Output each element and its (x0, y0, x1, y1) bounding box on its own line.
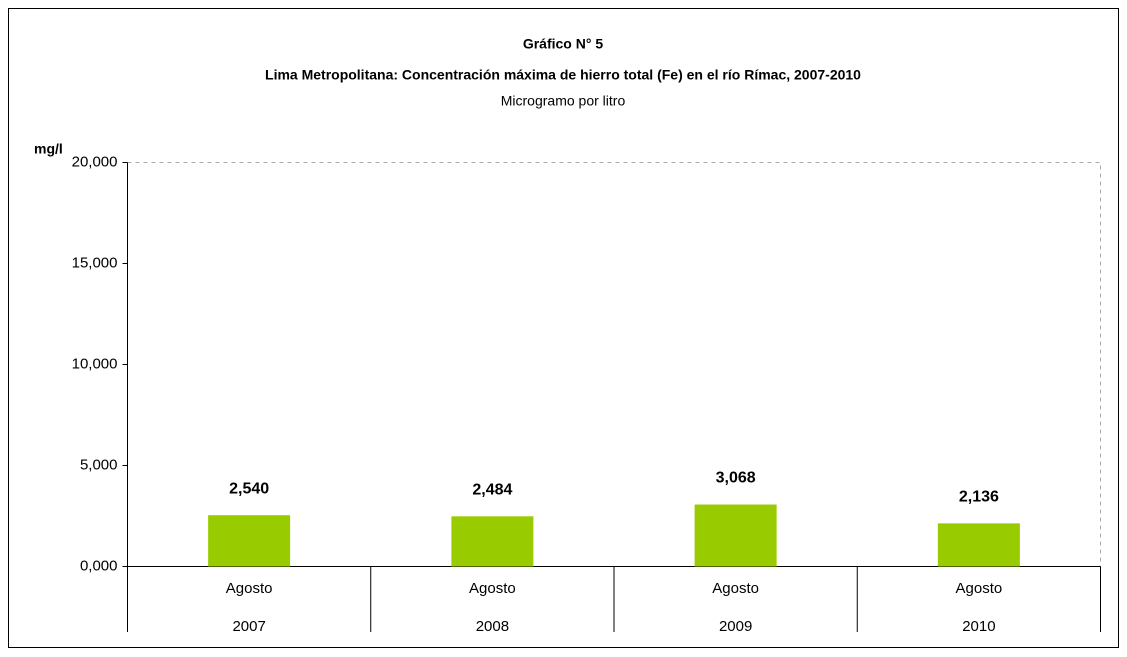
x-tick-label: Agosto (469, 580, 516, 597)
x-group-label: 2008 (476, 618, 509, 635)
x-group-label: 2009 (719, 618, 752, 635)
x-tick-label: Agosto (956, 580, 1003, 597)
y-tick-label: 0,000 (80, 557, 118, 574)
data-label: 2,484 (472, 482, 512, 499)
x-tick-label: Agosto (226, 580, 273, 597)
frame (8, 8, 1119, 648)
bar (451, 516, 534, 567)
data-label: 2,540 (229, 480, 269, 497)
y-tick-label: 15,000 (72, 254, 118, 271)
bar (937, 523, 1020, 567)
data-label: 2,136 (959, 489, 999, 506)
bar (208, 515, 291, 567)
x-group-label: 2007 (232, 618, 265, 635)
chart-title: Gráfico N° 5 (523, 36, 604, 52)
bar (694, 504, 777, 567)
y-tick-label: 20,000 (72, 153, 118, 170)
y-tick-label: 10,000 (72, 355, 118, 372)
x-group-label: 2010 (962, 618, 995, 635)
x-tick-label: Agosto (712, 580, 759, 597)
y-axis-label: mg/l (34, 141, 63, 157)
data-label: 3,068 (716, 470, 756, 487)
unit-note: Microgramo por litro (501, 93, 626, 109)
y-tick-label: 5,000 (80, 456, 118, 473)
chart-subtitle: Lima Metropolitana: Concentración máxima… (265, 67, 861, 83)
